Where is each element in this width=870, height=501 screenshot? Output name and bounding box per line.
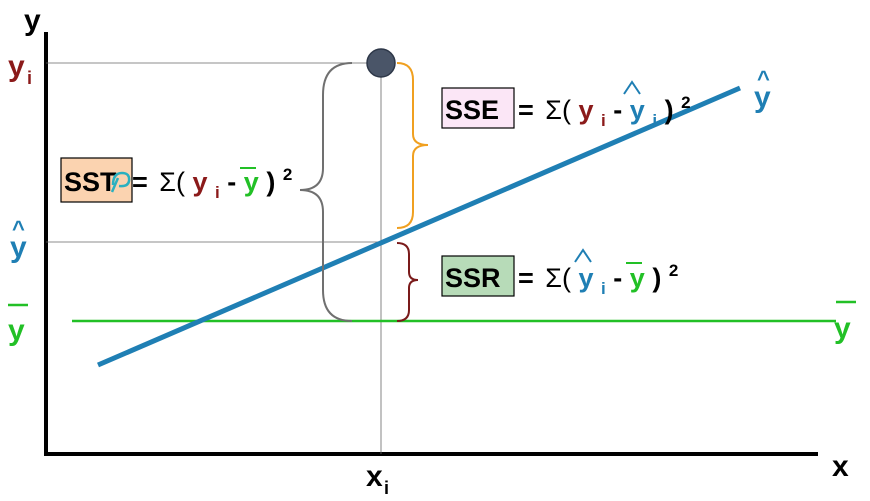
svg-text:^: ^: [757, 66, 770, 91]
cursor-icon: [110, 171, 131, 193]
svg-text:y: y: [754, 81, 771, 114]
sst-formula: SST = Σ( y i - y ) 2: [60, 157, 292, 204]
svg-text:= Σ( y i: = Σ( y i - y ) 2: [518, 261, 678, 300]
xi-tick-label: x i: [366, 460, 389, 498]
sse-brace: [396, 62, 429, 229]
svg-text:= Σ( y i: = Σ( y i - y i ) 2: [518, 93, 691, 132]
regression-line: [97, 85, 741, 368]
sst-box: [60, 157, 133, 203]
svg-text:i: i: [384, 478, 389, 496]
svg-text:y: y: [834, 312, 851, 345]
svg-text:= Σ( y i: = Σ( y i - y ) 2: [132, 165, 292, 204]
x-axis-label: x: [832, 450, 849, 483]
yi-tick-label: y i: [8, 50, 32, 88]
sse-formula: SSE = Σ( y i - y i ) 2: [441, 80, 691, 132]
svg-text:y: y: [8, 314, 25, 347]
sse-box: [441, 87, 515, 129]
svg-text:SSE: SSE: [445, 95, 499, 125]
ssr-brace: [396, 242, 419, 322]
regression-line-label: ^ y: [754, 66, 771, 114]
svg-text:SST: SST: [64, 167, 117, 197]
svg-text:y: y: [10, 231, 27, 264]
ybar-tick-label: y: [8, 303, 28, 347]
svg-text:x: x: [366, 460, 383, 493]
svg-text:y: y: [8, 50, 25, 83]
mean-line-label: y: [834, 300, 856, 345]
yhat-tick-label: ^ y: [10, 216, 27, 264]
svg-text:^: ^: [12, 216, 25, 241]
ssr-formula: SSR = Σ( y i - y ) 2: [441, 248, 678, 300]
y-axis-label: y: [24, 4, 41, 37]
svg-text:i: i: [27, 68, 32, 88]
data-point: [366, 48, 396, 78]
sst-brace: [299, 62, 353, 322]
ssr-box: [441, 255, 515, 297]
svg-text:SSR: SSR: [445, 263, 501, 293]
